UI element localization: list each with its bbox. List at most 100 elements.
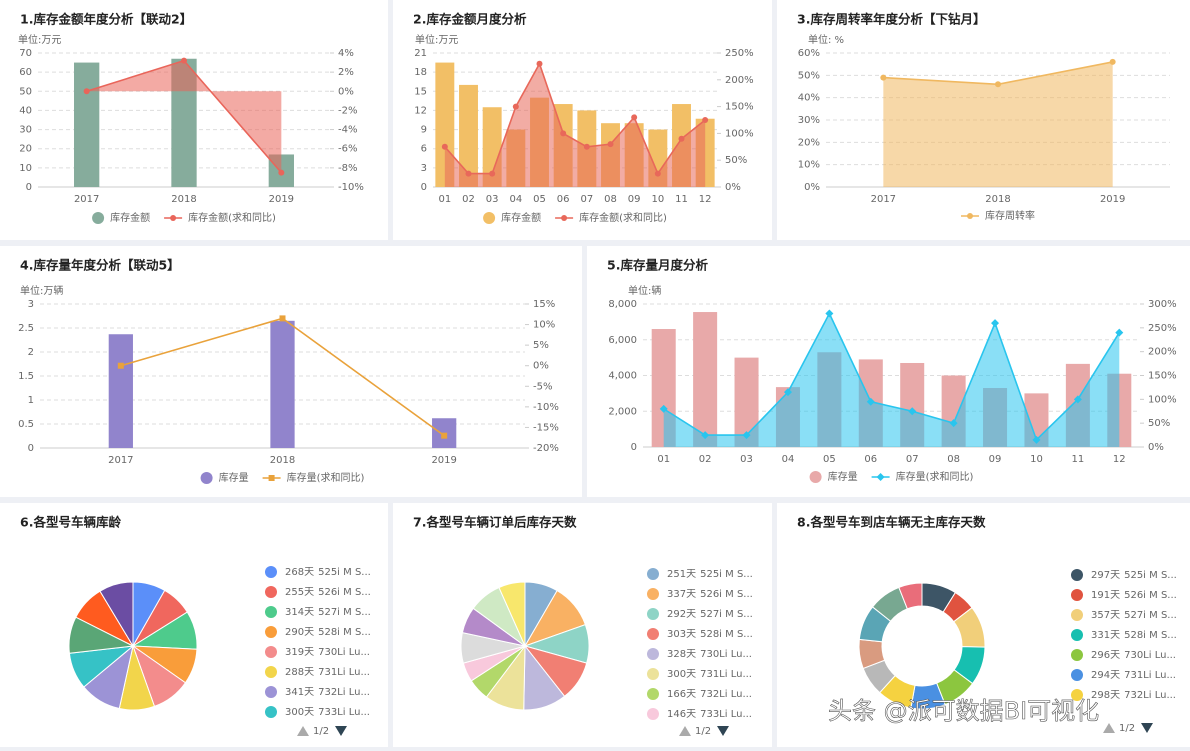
y2-tick-label: 0% bbox=[1148, 442, 1164, 453]
legend-swatch bbox=[1071, 589, 1083, 601]
legend-label: 库存金额(求和同比) bbox=[188, 211, 276, 224]
point bbox=[908, 407, 917, 416]
x-tick-label: 2019 bbox=[431, 455, 456, 466]
legend-swatch bbox=[809, 471, 822, 483]
legend-label: 527i M S... bbox=[318, 607, 371, 618]
unit-label: 单位: % bbox=[808, 33, 844, 46]
legend-label: 527i M S... bbox=[700, 609, 753, 620]
point bbox=[991, 319, 1000, 328]
legend-label: 库存金额 bbox=[110, 211, 150, 224]
point bbox=[607, 141, 614, 148]
legend-value: 314天 bbox=[285, 607, 314, 618]
y2-tick-label: -2% bbox=[338, 105, 357, 116]
legend-label: 525i M S... bbox=[700, 569, 753, 580]
legend-value: 191天 bbox=[1091, 590, 1120, 601]
legend-label: 733Li Lu... bbox=[700, 709, 752, 720]
y-tick-label: 6,000 bbox=[608, 335, 637, 346]
y-tick-label: 10% bbox=[798, 160, 820, 171]
point bbox=[560, 130, 567, 137]
point bbox=[279, 315, 286, 322]
legend-label: 526i M S... bbox=[318, 587, 371, 598]
y2-tick-label: 0% bbox=[533, 361, 549, 372]
pager-next[interactable] bbox=[335, 726, 347, 736]
x-tick-label: 2019 bbox=[269, 194, 294, 205]
y-tick-label: 10 bbox=[19, 163, 32, 174]
point bbox=[967, 213, 973, 219]
legend-swatch bbox=[647, 668, 659, 680]
legend-swatch bbox=[265, 606, 277, 618]
legend-item: 库存量(求和同比) bbox=[871, 470, 973, 483]
legend-value: 331天 bbox=[1091, 630, 1120, 641]
y2-tick-label: 50% bbox=[725, 155, 747, 166]
point bbox=[880, 74, 887, 81]
legend-value: 298天 bbox=[1091, 690, 1120, 701]
legend-item: 库存量(求和同比) bbox=[262, 471, 364, 484]
legend: 库存量 库存量(求和同比) bbox=[809, 470, 973, 483]
y-tick-label: 0.5 bbox=[18, 419, 34, 430]
point bbox=[825, 309, 834, 318]
y2-tick-label: 0% bbox=[725, 182, 741, 193]
x-tick-label: 11 bbox=[1072, 454, 1085, 465]
y2-tick-label: -4% bbox=[338, 125, 357, 136]
chart-title: 5.库存量月度分析 bbox=[607, 258, 708, 273]
y-tick-label: 20 bbox=[19, 144, 32, 155]
legend: 库存量 库存量(求和同比) bbox=[200, 471, 364, 484]
x-tick-label: 03 bbox=[486, 194, 499, 205]
area bbox=[444, 63, 706, 187]
y-tick-label: 60 bbox=[19, 67, 32, 78]
y2-tick-label: 4% bbox=[338, 48, 354, 59]
y2-tick-label: 300% bbox=[1148, 299, 1177, 310]
legend-label: 528i M S... bbox=[700, 629, 753, 640]
legend-swatch bbox=[1071, 569, 1083, 581]
legend-value: 300天 bbox=[667, 669, 696, 680]
y-tick-label: 0 bbox=[421, 182, 427, 193]
legend-value: 294天 bbox=[1091, 670, 1120, 681]
x-tick-label: 02 bbox=[699, 454, 712, 465]
y2-tick-label: -10% bbox=[533, 402, 559, 413]
bar bbox=[693, 312, 718, 447]
pager-prev[interactable] bbox=[1103, 723, 1115, 733]
legend-label: 732Li Lu... bbox=[700, 689, 752, 700]
bar bbox=[270, 320, 295, 448]
legend-item: 库存金额(求和同比) bbox=[555, 211, 667, 224]
chart-title: 3.库存周转率年度分析【下钻月】 bbox=[797, 12, 985, 27]
x-tick-label: 2019 bbox=[1100, 194, 1125, 205]
legend: 库存金额 库存金额(求和同比) bbox=[483, 211, 667, 224]
legend: 库存金额 库存金额(求和同比) bbox=[92, 211, 276, 224]
watermark: 头条 @派可数据BI可视化 bbox=[828, 697, 1099, 725]
pager-next[interactable] bbox=[717, 726, 729, 736]
legend-swatch bbox=[647, 708, 659, 720]
y-tick-label: 40 bbox=[19, 105, 32, 116]
y-tick-label: 4,000 bbox=[608, 371, 637, 382]
x-tick-label: 10 bbox=[651, 194, 664, 205]
pager-prev[interactable] bbox=[679, 726, 691, 736]
x-tick-label: 12 bbox=[699, 194, 712, 205]
y2-tick-label: 0% bbox=[338, 86, 354, 97]
y-tick-label: 2 bbox=[28, 347, 34, 358]
legend-value: 319天 bbox=[285, 647, 314, 658]
legend-label: 730Li Lu... bbox=[1124, 650, 1176, 661]
x-tick-label: 11 bbox=[675, 194, 688, 205]
bar bbox=[108, 334, 133, 448]
pager-prev[interactable] bbox=[297, 726, 309, 736]
x-tick-label: 05 bbox=[823, 454, 836, 465]
y-tick-label: 15 bbox=[414, 86, 427, 97]
point bbox=[441, 143, 448, 150]
point bbox=[866, 397, 875, 406]
y2-tick-label: 5% bbox=[533, 340, 549, 351]
legend-value: 292天 bbox=[667, 609, 696, 620]
slice bbox=[498, 581, 526, 647]
legend-value: 337天 bbox=[667, 589, 696, 600]
x-tick-label: 12 bbox=[1113, 454, 1126, 465]
point bbox=[583, 143, 590, 150]
bar bbox=[459, 84, 478, 187]
y-tick-label: 6 bbox=[421, 144, 427, 155]
y-tick-label: 70 bbox=[19, 48, 32, 59]
point bbox=[995, 81, 1001, 88]
point bbox=[659, 404, 668, 413]
x-tick-label: 01 bbox=[657, 454, 670, 465]
pager-next[interactable] bbox=[1141, 723, 1153, 733]
legend-label: 库存量 bbox=[828, 470, 858, 483]
point bbox=[1073, 395, 1082, 404]
